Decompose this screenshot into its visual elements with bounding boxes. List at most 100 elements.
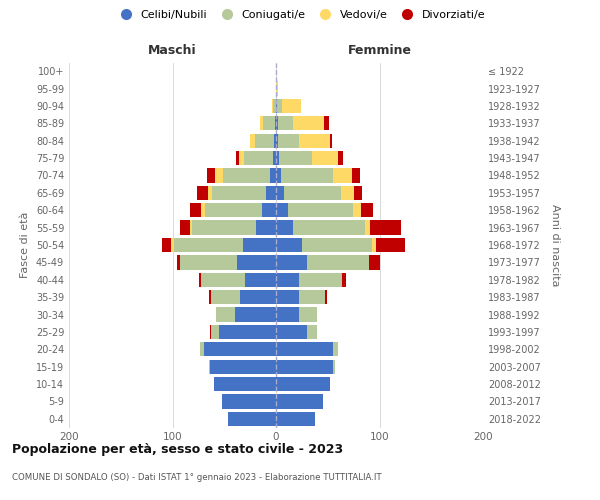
Bar [176, 256, 180, 270]
Text: COMUNE DI SONDALO (SO) - Dati ISTAT 1° gennaio 2023 - Elaborazione TUTTITALIA.IT: COMUNE DI SONDALO (SO) - Dati ISTAT 1° g… [12, 472, 382, 482]
Bar [206, 168, 215, 182]
Bar [276, 394, 323, 408]
Bar [223, 168, 270, 182]
Bar [341, 186, 353, 200]
Y-axis label: Fasce di età: Fasce di età [20, 212, 30, 278]
Bar [330, 134, 332, 148]
Bar [203, 342, 276, 356]
Bar [245, 272, 276, 287]
Bar [372, 238, 376, 252]
Y-axis label: Anni di nascita: Anni di nascita [550, 204, 560, 286]
Bar [299, 272, 342, 287]
Bar [276, 186, 284, 200]
Bar [276, 377, 330, 391]
Bar [256, 134, 274, 148]
Bar [180, 256, 236, 270]
Bar [289, 203, 353, 218]
Bar [277, 99, 282, 113]
Bar [276, 272, 299, 287]
Bar [307, 256, 369, 270]
Bar [243, 238, 276, 252]
Bar [370, 220, 401, 234]
Bar [282, 99, 301, 113]
Bar [272, 99, 273, 113]
Bar [299, 290, 325, 304]
Legend: Celibi/Nubili, Coniugati/e, Vedovi/e, Divorziati/e: Celibi/Nubili, Coniugati/e, Vedovi/e, Di… [110, 6, 490, 25]
Bar [214, 377, 276, 391]
Bar [299, 308, 317, 322]
Bar [276, 151, 279, 165]
Text: Maschi: Maschi [148, 44, 197, 58]
Bar [353, 203, 361, 218]
Bar [210, 360, 276, 374]
Bar [284, 186, 341, 200]
Bar [202, 203, 205, 218]
Bar [276, 238, 302, 252]
Bar [273, 99, 276, 113]
Bar [215, 168, 223, 182]
Bar [212, 186, 266, 200]
Bar [353, 186, 362, 200]
Bar [211, 290, 240, 304]
Bar [276, 134, 278, 148]
Bar [270, 168, 276, 182]
Bar [199, 272, 202, 287]
Bar [333, 168, 352, 182]
Bar [338, 151, 343, 165]
Bar [352, 168, 360, 182]
Bar [274, 134, 276, 148]
Bar [240, 290, 276, 304]
Bar [333, 360, 335, 374]
Bar [173, 238, 243, 252]
Bar [276, 412, 316, 426]
Bar [307, 325, 317, 339]
Bar [222, 394, 276, 408]
Bar [235, 308, 276, 322]
Bar [369, 256, 380, 270]
Bar [276, 256, 307, 270]
Bar [211, 325, 219, 339]
Bar [216, 308, 235, 322]
Text: Femmine: Femmine [347, 44, 412, 58]
Bar [276, 116, 278, 130]
Bar [209, 290, 211, 304]
Bar [323, 116, 329, 130]
Bar [190, 203, 202, 218]
Bar [325, 290, 327, 304]
Bar [276, 308, 299, 322]
Bar [172, 238, 173, 252]
Bar [276, 290, 299, 304]
Bar [256, 220, 276, 234]
Bar [365, 220, 370, 234]
Bar [229, 412, 276, 426]
Bar [263, 116, 275, 130]
Bar [278, 134, 299, 148]
Bar [276, 342, 333, 356]
Bar [209, 360, 210, 374]
Bar [236, 256, 276, 270]
Bar [342, 272, 346, 287]
Bar [262, 203, 276, 218]
Bar [236, 151, 239, 165]
Bar [312, 151, 338, 165]
Bar [276, 360, 333, 374]
Bar [293, 116, 323, 130]
Bar [302, 238, 372, 252]
Bar [281, 168, 333, 182]
Bar [276, 325, 307, 339]
Bar [244, 151, 273, 165]
Bar [266, 186, 276, 200]
Bar [361, 203, 373, 218]
Text: Popolazione per età, sesso e stato civile - 2023: Popolazione per età, sesso e stato civil… [12, 442, 343, 456]
Bar [278, 116, 293, 130]
Bar [202, 272, 245, 287]
Bar [279, 151, 312, 165]
Bar [299, 134, 330, 148]
Bar [197, 186, 208, 200]
Bar [239, 151, 244, 165]
Bar [250, 134, 256, 148]
Bar [208, 186, 212, 200]
Bar [276, 203, 289, 218]
Bar [192, 220, 256, 234]
Bar [333, 342, 338, 356]
